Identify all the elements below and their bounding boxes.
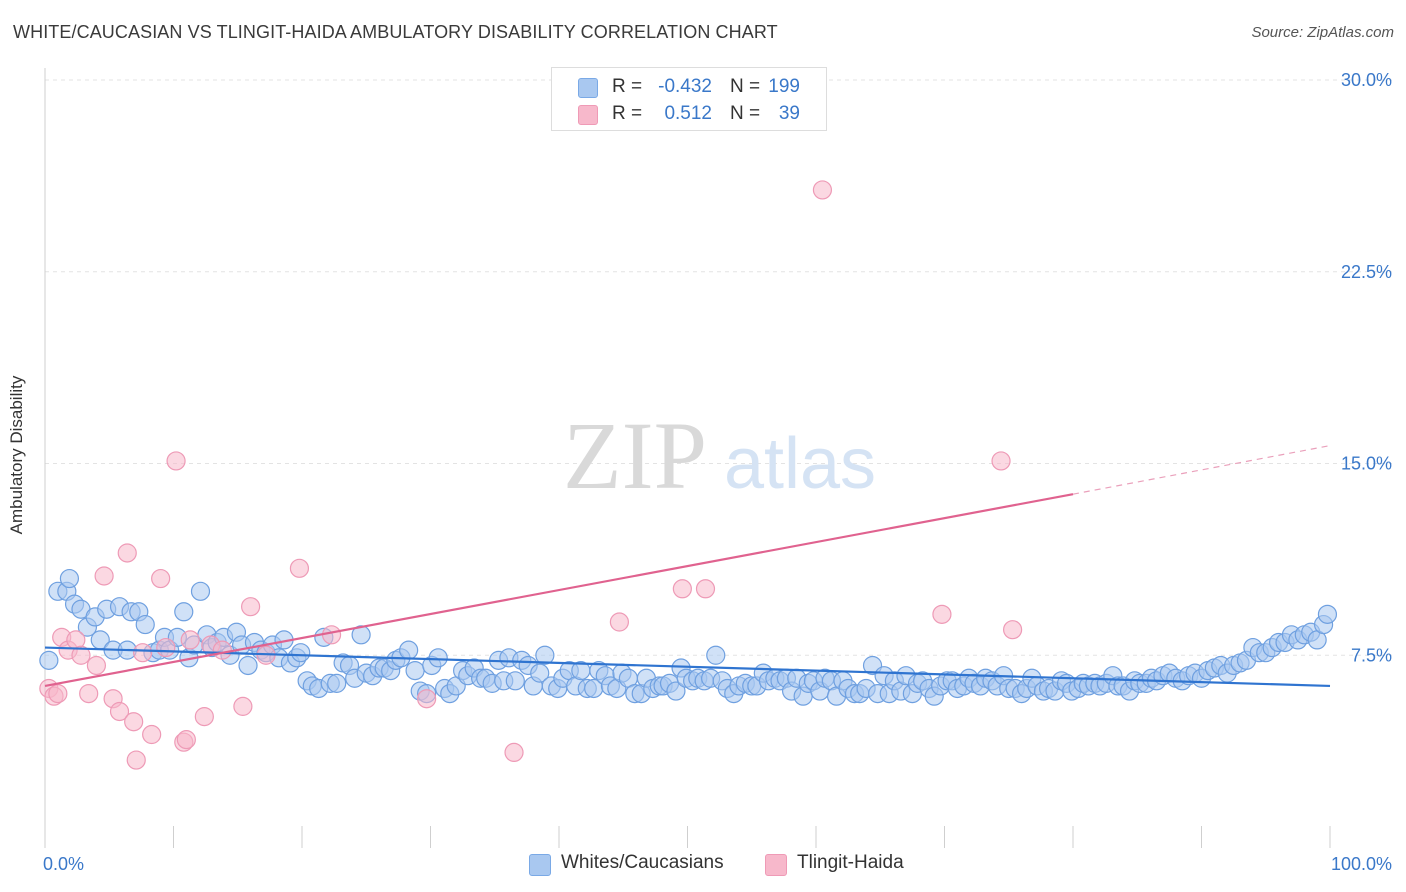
point-whites: [505, 671, 525, 691]
y-tick-label: 7.5%: [1351, 645, 1392, 665]
point-tlingit: [86, 655, 107, 676]
axes: [44, 68, 1331, 848]
watermark-zip: ZIP: [563, 402, 707, 509]
point-whites: [428, 648, 448, 668]
point-tlingit: [126, 750, 146, 770]
point-whites: [530, 663, 550, 683]
trend-line-whites: [44, 646, 1331, 688]
trend-line-tlingit: [44, 493, 1074, 688]
gridlines: [45, 79, 1392, 656]
point-whites: [190, 581, 211, 601]
x-tick-label: 0.0%: [43, 854, 84, 874]
legend-swatch-tlingit: [578, 105, 598, 125]
point-whites: [135, 614, 155, 635]
point-tlingit: [124, 712, 144, 732]
point-tlingit: [79, 683, 99, 704]
point-tlingit: [109, 701, 130, 722]
point-whites: [405, 660, 425, 681]
legend-n-label: N =: [730, 103, 761, 124]
point-tlingit: [417, 689, 437, 709]
point-whites: [59, 568, 80, 589]
legend-n-value: 199: [768, 76, 800, 97]
point-tlingit: [321, 625, 342, 645]
point-tlingit: [94, 566, 114, 586]
correlation-legend: R = -0.432 N = 199 R = 0.512 N = 39: [551, 67, 827, 131]
y-tick-label: 22.5%: [1341, 262, 1392, 282]
y-tick-label: 15.0%: [1341, 454, 1392, 474]
point-tlingit: [695, 579, 716, 599]
legend-r-value: -0.432: [658, 76, 712, 97]
point-tlingit: [180, 630, 200, 650]
point-whites: [291, 643, 311, 663]
point-tlingit: [156, 637, 176, 658]
trend-line-tlingit-extrapolated: [1072, 445, 1331, 495]
legend-r-label: R =: [612, 103, 643, 124]
point-tlingit: [176, 730, 196, 750]
source-credit: Source: ZipAtlas.com: [1251, 24, 1394, 41]
point-tlingit: [241, 597, 261, 617]
point-tlingit: [194, 707, 214, 727]
chart-title: WHITE/CAUCASIAN VS TLINGIT-HAIDA AMBULAT…: [13, 22, 778, 42]
point-whites: [327, 673, 347, 693]
legend-r-value: 0.512: [664, 103, 712, 124]
point-tlingit: [233, 696, 253, 716]
bottom-legend-swatch-tlingit: [765, 854, 787, 876]
point-tlingit: [812, 180, 833, 200]
trend-lines: [44, 445, 1331, 688]
legend-row-tlingit: R = 0.512 N = 39: [552, 101, 826, 127]
point-tlingit: [672, 579, 692, 599]
point-tlingit: [1003, 620, 1023, 640]
point-tlingit: [932, 604, 952, 624]
point-tlingit: [142, 724, 162, 745]
y-axis-label: Ambulatory Disability: [7, 375, 26, 535]
point-tlingit: [212, 640, 232, 660]
legend-n-label: N =: [730, 76, 761, 97]
point-tlingit: [991, 451, 1011, 471]
point-whites: [535, 645, 555, 665]
point-whites: [238, 655, 258, 676]
series-tlingit-points: [39, 180, 1023, 770]
bottom-legend-label: Whites/Caucasians: [561, 852, 724, 873]
point-whites: [174, 602, 194, 622]
legend-swatch-whites: [578, 78, 598, 98]
point-tlingit: [609, 612, 629, 632]
point-tlingit: [48, 683, 68, 704]
bottom-legend-label: Tlingit-Haida: [797, 852, 904, 873]
watermark-atlas: atlas: [724, 424, 876, 504]
tick-labels: 7.5% 15.0% 22.5% 30.0% 0.0% 100.0%: [43, 70, 1392, 874]
point-whites: [1317, 604, 1338, 624]
point-tlingit: [166, 451, 186, 471]
y-tick-label: 30.0%: [1341, 70, 1392, 90]
point-whites: [666, 681, 686, 701]
legend-r-label: R =: [612, 76, 643, 97]
point-whites: [39, 650, 59, 670]
point-whites: [399, 640, 419, 660]
legend-n-value: 39: [778, 103, 800, 124]
x-tick-label: 100.0%: [1331, 854, 1392, 874]
point-tlingit: [504, 742, 524, 763]
point-tlingit: [71, 645, 91, 665]
point-whites: [706, 645, 726, 665]
point-tlingit: [151, 568, 171, 589]
point-tlingit: [133, 643, 153, 663]
point-tlingit: [117, 543, 137, 563]
bottom-legend-swatch-whites: [529, 854, 551, 876]
watermark: ZIP atlas: [563, 402, 876, 509]
point-tlingit: [289, 558, 310, 578]
point-whites: [351, 625, 371, 645]
legend-row-whites: R = -0.432 N = 199: [552, 74, 826, 100]
